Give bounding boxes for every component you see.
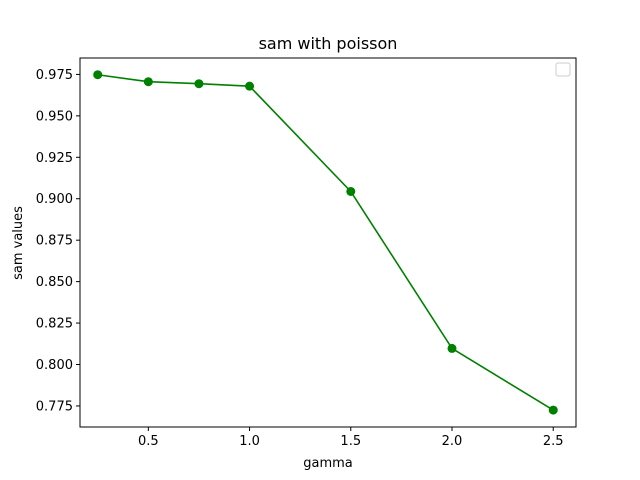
y-tick-label: 0.925 xyxy=(36,151,73,166)
x-tick-label: 2.5 xyxy=(543,434,564,449)
x-tick-label: 2.0 xyxy=(442,434,463,449)
series-layer xyxy=(93,70,558,415)
x-axis: 0.5 1.0 1.5 2.0 2.5 xyxy=(138,427,564,449)
y-tick-label: 0.875 xyxy=(36,234,73,249)
y-tick-label: 0.950 xyxy=(36,109,73,124)
data-point xyxy=(346,186,356,196)
y-axis: 0.775 0.800 0.825 0.850 0.875 0.900 0.925 0.950… xyxy=(36,68,80,414)
plot-frame xyxy=(79,57,577,428)
y-tick-label: 0.850 xyxy=(36,275,73,290)
data-point xyxy=(194,79,204,89)
data-point xyxy=(93,70,103,80)
chart-title: sam with poisson xyxy=(259,34,398,53)
y-tick-label: 0.825 xyxy=(36,317,73,332)
data-point xyxy=(245,81,255,91)
x-tick-label: 0.5 xyxy=(138,434,159,449)
x-tick-label: 1.5 xyxy=(340,434,361,449)
y-axis-title: sam values xyxy=(11,206,26,280)
data-point xyxy=(548,405,558,415)
x-axis-title: gamma xyxy=(303,456,353,471)
x-tick-label: 1.0 xyxy=(239,434,260,449)
data-point xyxy=(447,343,457,353)
data-point xyxy=(143,77,153,87)
y-tick-label: 0.975 xyxy=(36,68,73,83)
plot-area xyxy=(79,57,577,428)
legend-box xyxy=(555,62,571,77)
y-tick-label: 0.800 xyxy=(36,358,73,373)
legend xyxy=(555,62,571,77)
y-tick-label: 0.900 xyxy=(36,192,73,207)
y-tick-label: 0.775 xyxy=(36,399,73,414)
